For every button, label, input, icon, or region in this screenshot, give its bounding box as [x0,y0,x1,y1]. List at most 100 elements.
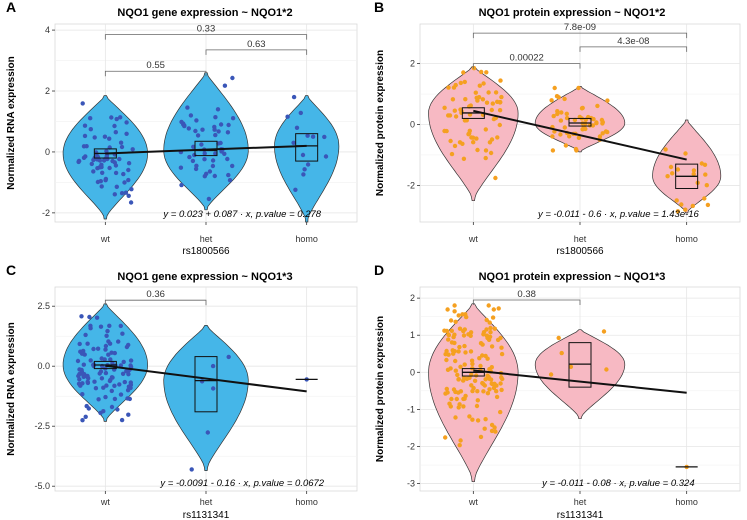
data-point-het [600,121,605,126]
data-point-wt [493,90,499,95]
data-point-het [230,116,236,121]
data-point-het [576,85,581,91]
data-point-wt [123,190,129,195]
data-point-wt [128,385,133,391]
data-point-wt [457,140,463,145]
y-tick-label: -2 [42,208,50,218]
data-point-wt [498,335,503,341]
data-point-wt [475,418,481,423]
data-point-wt [475,398,480,403]
data-point-wt [449,396,454,402]
data-point-wt [461,333,467,338]
data-point-wt [489,344,495,349]
data-point-wt [475,389,480,394]
data-point-wt [104,149,109,154]
data-point-wt [442,105,447,111]
data-point-het [222,83,228,88]
data-point-wt [498,381,503,386]
data-point-wt [497,100,503,105]
data-point-wt [91,346,96,352]
data-point-wt [483,127,488,132]
data-point-wt [445,367,451,372]
data-point-wt [444,357,449,363]
data-point-wt [462,118,468,123]
data-point-wt [82,123,88,128]
data-point-wt [447,113,453,118]
data-point-het [548,372,554,377]
data-point-homo [300,152,306,158]
data-point-het [604,367,609,372]
y-axis-title: Normalized protein expression [375,50,386,196]
data-point-wt [456,377,461,382]
y-tick-label: 0.0 [37,361,50,371]
data-point-wt [95,346,101,351]
data-point-wt [102,134,108,139]
data-point-wt [445,307,450,312]
box-homo [295,133,319,162]
data-point-wt [496,306,501,311]
data-point-wt [475,147,480,153]
data-point-wt [118,392,124,397]
y-tick-label: 2 [45,86,50,96]
data-point-het [210,158,216,163]
data-point-wt [112,396,118,402]
data-point-wt [479,69,484,75]
p-value-label: 0.55 [146,60,165,71]
data-point-homo [675,209,681,214]
x-tick-label: homo [295,234,318,244]
data-point-wt [468,330,474,335]
data-point-wt [93,386,99,391]
data-point-wt [484,317,489,323]
data-point-wt [467,414,472,419]
x-tick-label: homo [675,234,698,244]
data-point-wt [473,90,478,95]
significance-bracket [472,63,581,69]
data-point-het [193,128,198,134]
data-point-homo [679,202,684,207]
data-point-wt [85,379,90,384]
data-point-wt [97,371,102,376]
data-point-homo [702,196,707,201]
data-point-wt [488,325,493,331]
data-point-het [178,165,184,170]
data-point-wt [85,341,90,346]
data-point-wt [448,138,453,144]
data-point-het [551,113,556,119]
data-point-het [213,151,218,156]
data-point-wt [468,333,473,338]
data-point-wt [99,164,104,170]
data-point-wt [129,187,134,192]
data-point-wt [104,383,109,388]
data-point-wt [112,160,118,165]
data-point-wt [83,414,88,419]
data-point-het [576,135,582,140]
data-point-het [211,386,216,391]
violin-homo [274,95,340,223]
data-point-het [562,96,567,102]
data-point-wt [89,161,95,167]
y-tick-label: 1 [410,330,415,340]
data-point-het [230,163,235,169]
data-point-wt [453,82,458,88]
p-value-label: 7.8e-09 [564,22,596,33]
data-point-wt [121,359,126,365]
data-point-het [190,158,196,164]
data-point-het [601,329,607,334]
data-point-wt [444,348,449,354]
data-point-wt [456,313,461,318]
data-point-wt [127,396,132,402]
data-point-wt [98,324,104,329]
y-tick-label: -5.0 [34,481,50,491]
data-point-wt [95,179,101,185]
data-point-wt [453,358,458,364]
data-point-het [213,132,218,138]
data-point-homo [675,167,681,172]
data-point-het [603,129,609,134]
data-point-wt [109,388,115,394]
data-point-wt [450,97,456,102]
data-point-wt [119,144,125,150]
x-tick-label: homo [675,497,698,507]
data-point-het [591,116,596,122]
data-point-het [194,163,199,168]
data-point-homo [305,133,310,138]
